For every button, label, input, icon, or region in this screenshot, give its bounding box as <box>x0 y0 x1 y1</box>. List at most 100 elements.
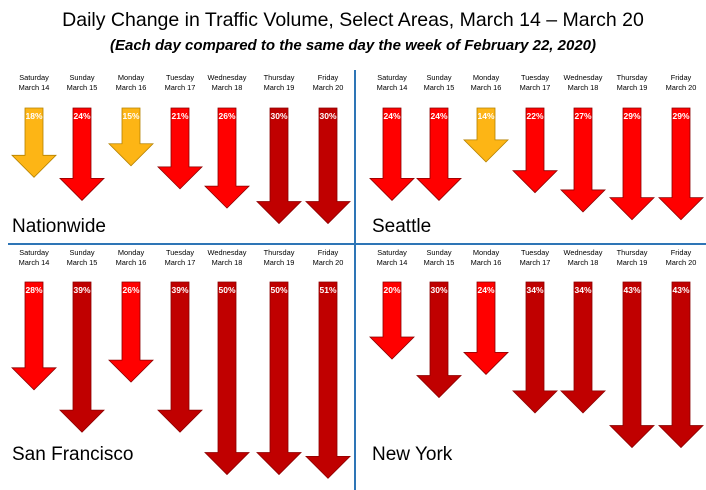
date-label: March 19 <box>264 83 295 92</box>
value-label: 30% <box>270 111 287 121</box>
value-label: 39% <box>171 285 188 295</box>
down-arrow-bar <box>256 281 302 476</box>
day-name-label: Tuesday <box>521 73 549 82</box>
value-label: 27% <box>574 111 591 121</box>
value-label: 51% <box>319 285 336 295</box>
day-name-label: Friday <box>318 73 339 82</box>
value-label: 34% <box>574 285 591 295</box>
down-arrow-bar <box>560 281 606 414</box>
value-label: 39% <box>73 285 90 295</box>
down-arrow-bar <box>59 281 105 433</box>
down-arrow-bar <box>658 281 704 449</box>
day-name-label: Friday <box>318 248 339 257</box>
value-label: 26% <box>122 285 139 295</box>
value-label: 15% <box>122 111 139 121</box>
day-name-label: Monday <box>473 73 500 82</box>
date-label: March 18 <box>212 258 243 267</box>
date-label: March 20 <box>666 83 697 92</box>
value-label: 28% <box>25 285 42 295</box>
value-label: 14% <box>477 111 494 121</box>
panel-name-label: New York <box>372 444 453 465</box>
down-arrow-bar <box>59 107 105 201</box>
chart-title: Daily Change in Traffic Volume, Select A… <box>62 9 644 31</box>
down-arrow-bar <box>416 281 462 399</box>
date-label: March 17 <box>520 83 551 92</box>
date-label: March 17 <box>520 258 551 267</box>
value-label: 43% <box>672 285 689 295</box>
value-label: 24% <box>430 111 447 121</box>
down-arrow-bar <box>416 107 462 201</box>
date-label: March 14 <box>377 258 408 267</box>
date-label: March 15 <box>67 83 98 92</box>
day-name-label: Tuesday <box>521 248 549 257</box>
day-name-label: Sunday <box>426 73 451 82</box>
down-arrow-bar <box>108 107 154 167</box>
value-label: 43% <box>623 285 640 295</box>
down-arrow-bar <box>512 281 558 414</box>
day-name-label: Saturday <box>19 73 49 82</box>
value-label: 29% <box>623 111 640 121</box>
value-label: 30% <box>430 285 447 295</box>
down-arrow-bar <box>609 107 655 221</box>
date-label: March 18 <box>212 83 243 92</box>
date-label: March 20 <box>313 83 344 92</box>
value-label: 50% <box>218 285 235 295</box>
day-name-label: Thursday <box>264 248 295 257</box>
down-arrow-bar <box>11 281 57 391</box>
date-label: March 17 <box>165 258 196 267</box>
day-name-label: Tuesday <box>166 73 194 82</box>
down-arrow-bar <box>157 107 203 190</box>
day-name-label: Saturday <box>377 73 407 82</box>
value-label: 22% <box>526 111 543 121</box>
day-name-label: Saturday <box>19 248 49 257</box>
day-name-label: Wednesday <box>564 73 603 82</box>
down-arrow-bar <box>204 281 250 476</box>
down-arrow-bar <box>11 107 57 178</box>
panel-name-label: San Francisco <box>12 444 133 465</box>
day-name-label: Monday <box>118 248 145 257</box>
date-label: March 16 <box>471 258 502 267</box>
down-arrow-bar <box>305 107 351 225</box>
value-label: 29% <box>672 111 689 121</box>
date-label: March 19 <box>264 258 295 267</box>
date-label: March 18 <box>568 258 599 267</box>
value-label: 21% <box>171 111 188 121</box>
date-label: March 18 <box>568 83 599 92</box>
day-name-label: Wednesday <box>208 73 247 82</box>
date-label: March 16 <box>116 83 147 92</box>
down-arrow-bar <box>256 107 302 225</box>
down-arrow-bar <box>463 281 509 375</box>
value-label: 20% <box>383 285 400 295</box>
date-label: March 17 <box>165 83 196 92</box>
day-name-label: Friday <box>671 73 692 82</box>
down-arrow-bar <box>658 107 704 221</box>
day-name-label: Thursday <box>617 73 648 82</box>
value-label: 34% <box>526 285 543 295</box>
day-name-label: Tuesday <box>166 248 194 257</box>
date-label: March 20 <box>666 258 697 267</box>
down-arrow-bar <box>305 281 351 479</box>
date-label: March 14 <box>377 83 408 92</box>
date-label: March 15 <box>424 258 455 267</box>
chart-subtitle: (Each day compared to the same day the w… <box>109 37 597 54</box>
down-arrow-bar <box>512 107 558 194</box>
down-arrow-bar <box>157 281 203 433</box>
date-label: March 19 <box>617 258 648 267</box>
day-name-label: Wednesday <box>564 248 603 257</box>
date-label: March 16 <box>471 83 502 92</box>
down-arrow-bar <box>108 281 154 383</box>
day-name-label: Sunday <box>69 73 94 82</box>
down-arrow-bar <box>560 107 606 213</box>
day-name-label: Monday <box>118 73 145 82</box>
day-name-label: Sunday <box>69 248 94 257</box>
date-label: March 14 <box>19 258 50 267</box>
date-label: March 15 <box>67 258 98 267</box>
value-label: 24% <box>477 285 494 295</box>
down-arrow-bar <box>369 107 415 201</box>
date-label: March 16 <box>116 258 147 267</box>
down-arrow-bar <box>369 281 415 360</box>
panel-name-label: Seattle <box>372 216 431 237</box>
day-name-label: Friday <box>671 248 692 257</box>
date-label: March 15 <box>424 83 455 92</box>
